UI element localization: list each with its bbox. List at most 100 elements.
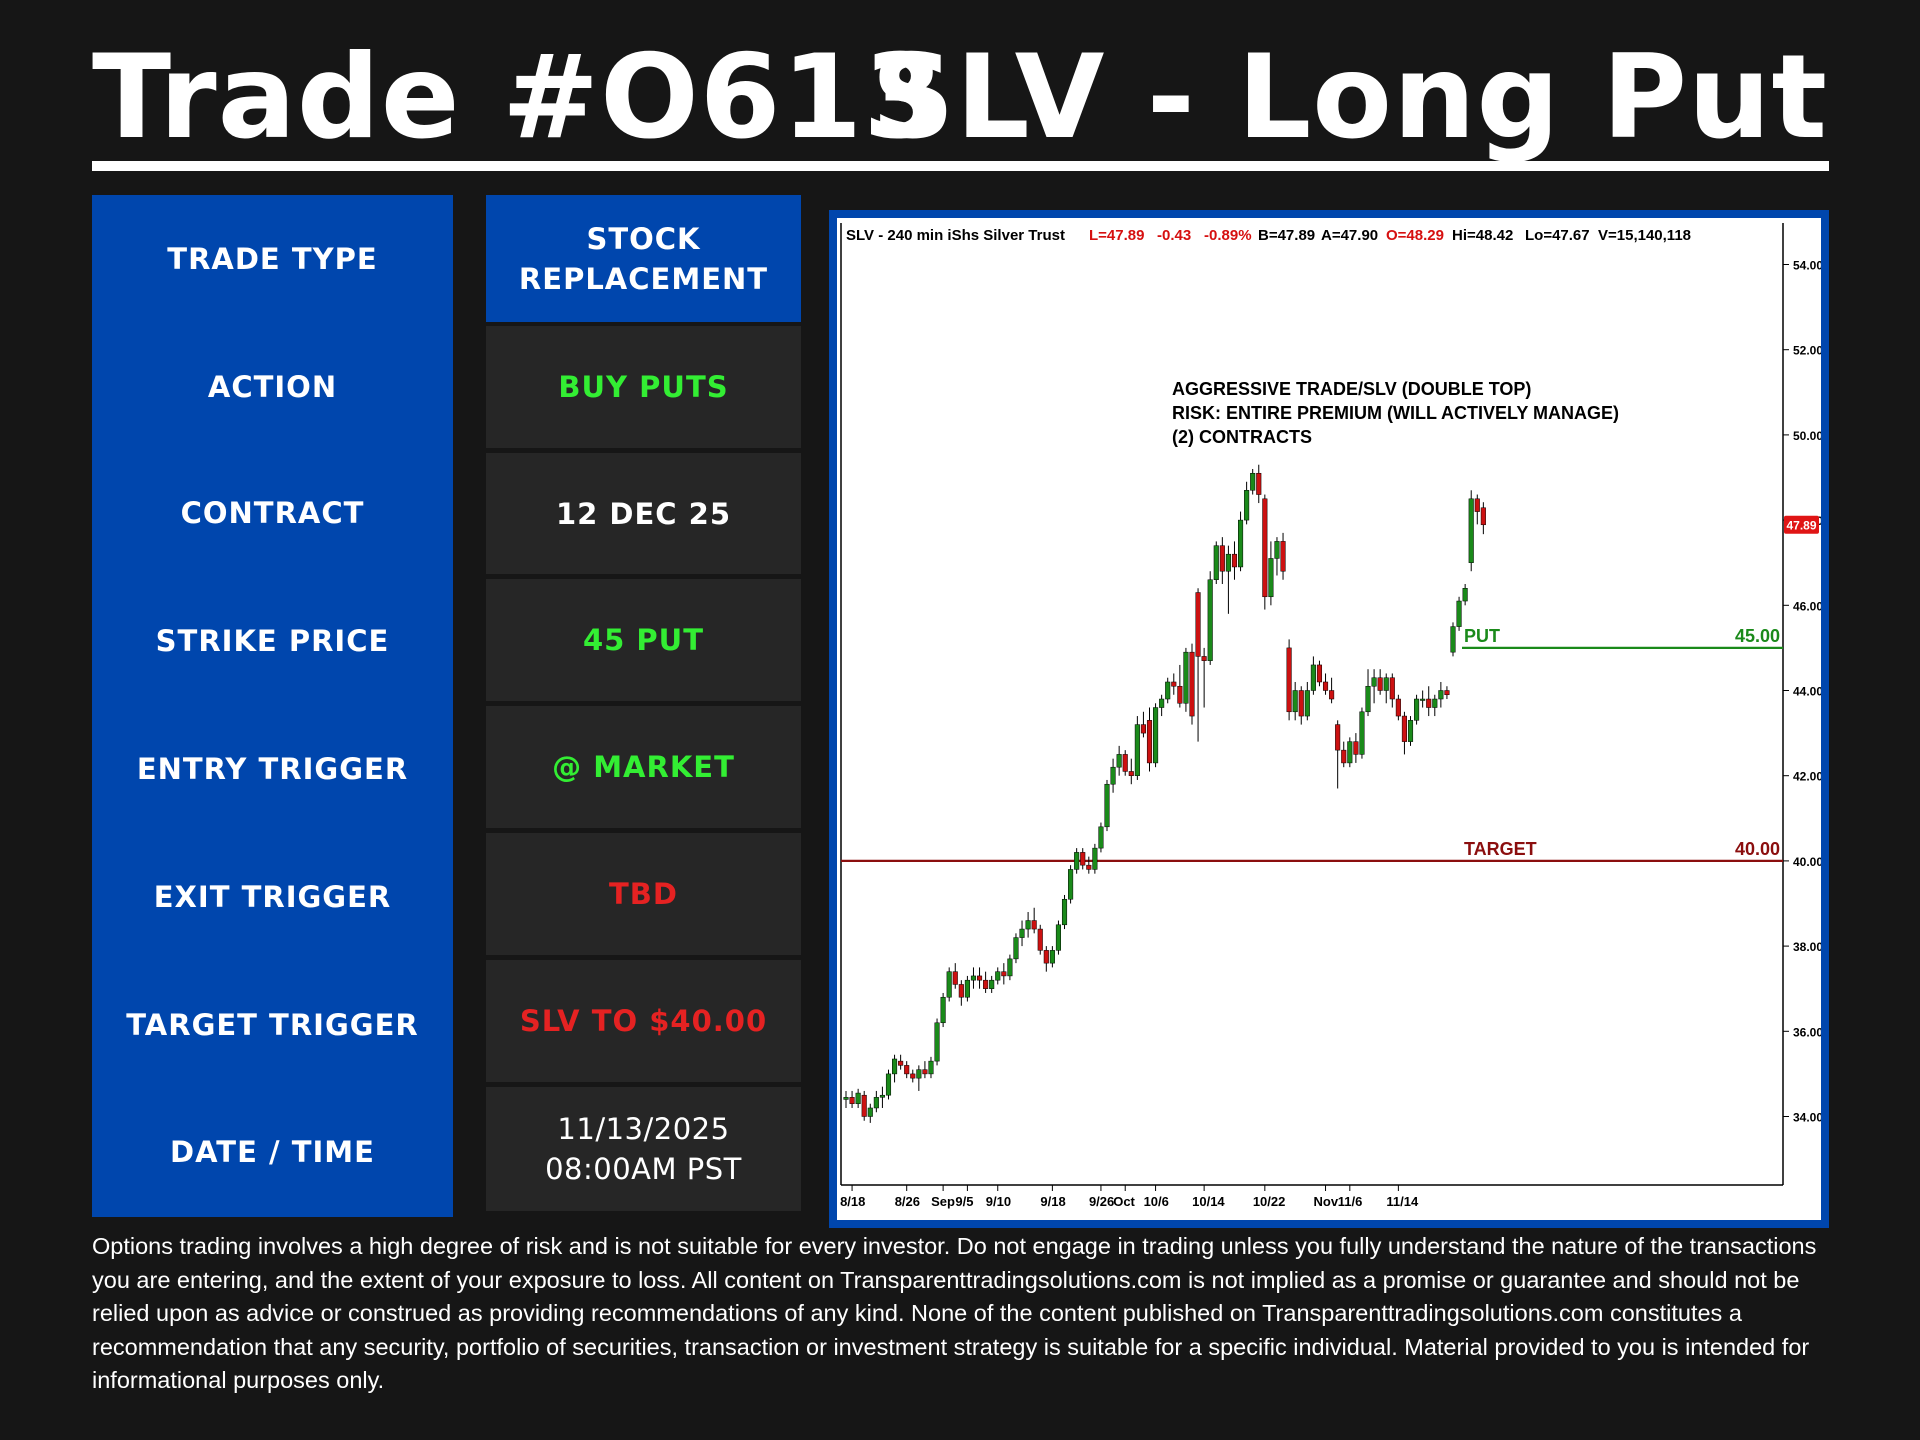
y-tick-label: 40.00: [1793, 855, 1821, 869]
candle-body: [1098, 826, 1104, 849]
candle: [1225, 545, 1231, 614]
candle-body: [1377, 677, 1383, 691]
value-trade-type: STOCK REPLACEMENT: [486, 195, 801, 322]
chart-header-open: O=48.29: [1386, 227, 1444, 244]
candle-body: [1426, 698, 1432, 708]
candle-body: [1456, 600, 1462, 627]
candle-body: [873, 1097, 879, 1109]
y-tick-label: 34.00: [1793, 1111, 1821, 1125]
candle: [1310, 656, 1316, 695]
candle-body: [970, 975, 977, 981]
candle-body: [849, 1097, 855, 1104]
candle: [952, 963, 958, 989]
candle: [1201, 647, 1207, 708]
x-tick-label: 10/14: [1192, 1194, 1225, 1209]
candle: [1286, 639, 1292, 721]
candle: [1480, 502, 1486, 535]
candle: [867, 1103, 873, 1123]
candle-body: [1274, 541, 1280, 559]
candle: [849, 1090, 855, 1108]
y-tick-label: 46.00: [1793, 599, 1821, 613]
candle: [976, 967, 983, 989]
candle: [1019, 920, 1025, 947]
chart-note-line-2: RISK: ENTIRE PREMIUM (WILL ACTIVELY MANA…: [1172, 403, 1619, 423]
candle-body: [1080, 852, 1086, 866]
candle-body: [1304, 690, 1310, 717]
candle-body: [879, 1094, 885, 1098]
candle-body: [1268, 558, 1274, 598]
chart-header-volume: V=15,140,118: [1598, 227, 1691, 244]
candle: [916, 1065, 922, 1091]
candle-body: [1280, 541, 1286, 572]
values-panel: STOCK REPLACEMENT BUY PUTS 12 DEC 25 45 …: [486, 195, 801, 1217]
candle: [1074, 848, 1080, 874]
candle-body: [861, 1094, 867, 1117]
candle-body: [885, 1073, 892, 1096]
candle: [946, 967, 952, 1002]
candle-body: [1480, 507, 1486, 526]
candle-body: [1116, 754, 1122, 768]
candle: [1353, 733, 1359, 763]
candle: [861, 1090, 867, 1121]
candle-body: [946, 971, 952, 998]
candle: [1389, 673, 1395, 708]
candle-body: [1347, 741, 1353, 764]
candle: [1365, 669, 1371, 717]
candle-body: [1329, 690, 1335, 700]
x-tick-label: 9/18: [1040, 1194, 1065, 1209]
chart-header-ask: A=47.90: [1321, 227, 1378, 244]
candle-body: [1189, 651, 1195, 717]
candle: [1335, 720, 1341, 789]
candle: [1183, 647, 1189, 712]
candle: [1414, 694, 1420, 725]
candle: [1213, 541, 1219, 584]
candle-body: [1061, 898, 1068, 926]
candle: [1329, 677, 1335, 704]
x-tick-label: 8/26: [895, 1194, 920, 1209]
candle: [1401, 711, 1407, 755]
candle-body: [1256, 472, 1262, 495]
candle: [1031, 907, 1037, 934]
candle-body: [1146, 720, 1153, 764]
chart-frame: SLV - 240 min iShs Silver Trust L=47.89 …: [829, 210, 1829, 1228]
candle-body: [1201, 656, 1207, 661]
chart-note-line-3: (2) CONTRACTS: [1172, 427, 1312, 447]
candlestick-series: [843, 464, 1486, 1123]
candle: [1268, 541, 1274, 606]
candle: [1407, 716, 1414, 746]
candle: [1068, 865, 1074, 904]
candle: [1013, 933, 1019, 964]
candle-body: [1444, 690, 1450, 696]
candle-body: [1207, 579, 1213, 661]
candle: [1061, 894, 1068, 930]
candle: [1146, 707, 1153, 772]
candle: [1304, 681, 1310, 721]
candle-body: [1159, 698, 1165, 708]
label-strike-price: STRIKE PRICE: [155, 624, 390, 658]
candle-body: [1068, 869, 1074, 900]
candle: [1104, 779, 1110, 832]
candle: [873, 1090, 879, 1113]
x-tick-label: 9/5: [955, 1194, 973, 1209]
candle: [1195, 588, 1201, 742]
candle-body: [1395, 698, 1401, 717]
candle: [1298, 686, 1304, 725]
candle-body: [1140, 724, 1146, 734]
candle: [855, 1088, 861, 1108]
candle-body: [1414, 698, 1420, 721]
candle-body: [1292, 690, 1298, 713]
candle-body: [940, 996, 946, 1024]
candle-body: [1104, 783, 1110, 828]
last-price-marker: 47.89: [1784, 515, 1819, 534]
candle-body: [1438, 690, 1444, 700]
candle: [1086, 856, 1092, 874]
label-date-time: DATE / TIME: [170, 1135, 375, 1169]
candle: [1165, 677, 1171, 704]
candle: [1468, 490, 1474, 572]
candle-body: [1341, 749, 1347, 764]
x-tick-label: 11/6: [1338, 1194, 1363, 1209]
candle-body: [1359, 711, 1365, 755]
candle: [1092, 843, 1098, 874]
candle-body: [1086, 864, 1092, 870]
